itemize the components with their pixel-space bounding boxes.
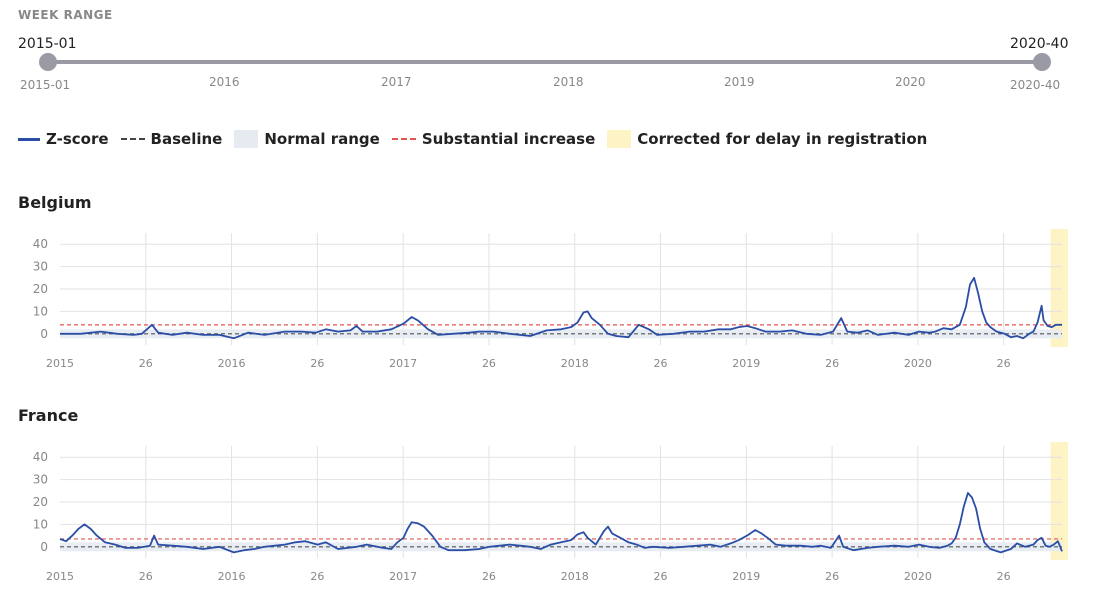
x-tick-label: 26 xyxy=(825,570,839,583)
chart-legend: Z-score Baseline Normal range Substantia… xyxy=(18,130,939,148)
slider-tick-year: 2018 xyxy=(553,75,584,89)
week-range-slider: 2015-01 2020-40 2015-01 2016 2017 2018 2… xyxy=(0,0,1100,100)
y-tick-label: 0 xyxy=(40,540,48,554)
x-tick-label: 26 xyxy=(310,570,324,583)
legend-corrected: Corrected for delay in registration xyxy=(607,130,927,148)
normal-range-swatch xyxy=(234,130,259,148)
legend-substantial-increase: Substantial increase xyxy=(391,130,596,148)
y-tick-label: 40 xyxy=(33,450,48,464)
slider-tick-start: 2015-01 xyxy=(20,78,71,92)
slider-tick-end: 2020-40 xyxy=(1010,78,1061,92)
x-tick-label: 26 xyxy=(139,570,153,583)
range-end-value: 2020-40 xyxy=(1010,36,1069,52)
x-tick-label: 26 xyxy=(654,357,668,370)
x-tick-label: 2016 xyxy=(218,357,246,370)
y-tick-label: 0 xyxy=(40,327,48,341)
legend-corrected-label: Corrected for delay in registration xyxy=(637,130,928,148)
legend-normal-range: Normal range xyxy=(234,130,380,148)
x-tick-label: 26 xyxy=(482,570,496,583)
slider-tick-year: 2017 xyxy=(381,75,412,89)
slider-tick-year: 2020 xyxy=(895,75,926,89)
corrected-swatch xyxy=(607,130,632,148)
legend-normal-range-label: Normal range xyxy=(264,130,380,148)
y-tick-label: 10 xyxy=(33,304,48,318)
legend-zscore-label: Z-score xyxy=(46,130,109,148)
x-tick-label: 2019 xyxy=(732,570,760,583)
corrected-band xyxy=(1050,229,1068,347)
corrected-band xyxy=(1050,442,1068,560)
y-tick-label: 20 xyxy=(33,282,48,296)
legend-zscore: Z-score xyxy=(18,130,109,148)
y-tick-label: 30 xyxy=(33,473,48,487)
week-range-label: WEEK RANGE xyxy=(18,8,113,22)
range-end-handle[interactable] xyxy=(1033,53,1051,71)
slider-tick-year: 2016 xyxy=(209,75,240,89)
substantial-increase-swatch xyxy=(391,138,416,140)
x-tick-label: 2015 xyxy=(46,357,74,370)
legend-substantial-increase-label: Substantial increase xyxy=(421,130,596,148)
x-tick-label: 26 xyxy=(139,357,153,370)
x-tick-label: 2017 xyxy=(389,357,417,370)
y-tick-label: 10 xyxy=(33,517,48,531)
x-tick-label: 26 xyxy=(310,357,324,370)
x-tick-label: 2020 xyxy=(904,570,932,583)
zscore-line xyxy=(59,492,1063,554)
zscore-line xyxy=(60,276,1062,340)
x-tick-label: 2020 xyxy=(904,357,932,370)
y-tick-label: 30 xyxy=(33,260,48,274)
x-tick-label: 26 xyxy=(654,570,668,583)
y-tick-label: 40 xyxy=(33,237,48,251)
slider-tick-year: 2019 xyxy=(724,75,755,89)
baseline-swatch xyxy=(120,138,145,140)
x-tick-label: 2017 xyxy=(389,570,417,583)
zscore-swatch xyxy=(18,137,40,141)
x-tick-label: 2019 xyxy=(732,357,760,370)
chart-title-belgium: Belgium xyxy=(18,193,92,212)
legend-baseline: Baseline xyxy=(120,130,223,148)
slider-track[interactable] xyxy=(48,60,1042,64)
x-tick-label: 26 xyxy=(825,357,839,370)
x-tick-label: 26 xyxy=(997,357,1011,370)
x-tick-label: 2016 xyxy=(218,570,246,583)
legend-baseline-label: Baseline xyxy=(150,130,223,148)
x-tick-label: 26 xyxy=(482,357,496,370)
chart-title-france: France xyxy=(18,406,79,425)
range-start-value: 2015-01 xyxy=(18,36,77,52)
belgium-chart: 0 10 20 30 40 2015 26 2016 26 2017 26 2018 26 2019 26 2… xyxy=(33,229,1068,370)
x-tick-label: 2018 xyxy=(561,570,589,583)
x-tick-label: 2015 xyxy=(46,570,74,583)
x-tick-label: 26 xyxy=(997,570,1011,583)
x-tick-label: 2018 xyxy=(561,357,589,370)
range-start-handle[interactable] xyxy=(39,53,57,71)
france-chart: 0 10 20 30 40 2015 26 2016 26 2017 26 2018 26 2019 26 2… xyxy=(33,442,1068,583)
y-tick-label: 20 xyxy=(33,495,48,509)
